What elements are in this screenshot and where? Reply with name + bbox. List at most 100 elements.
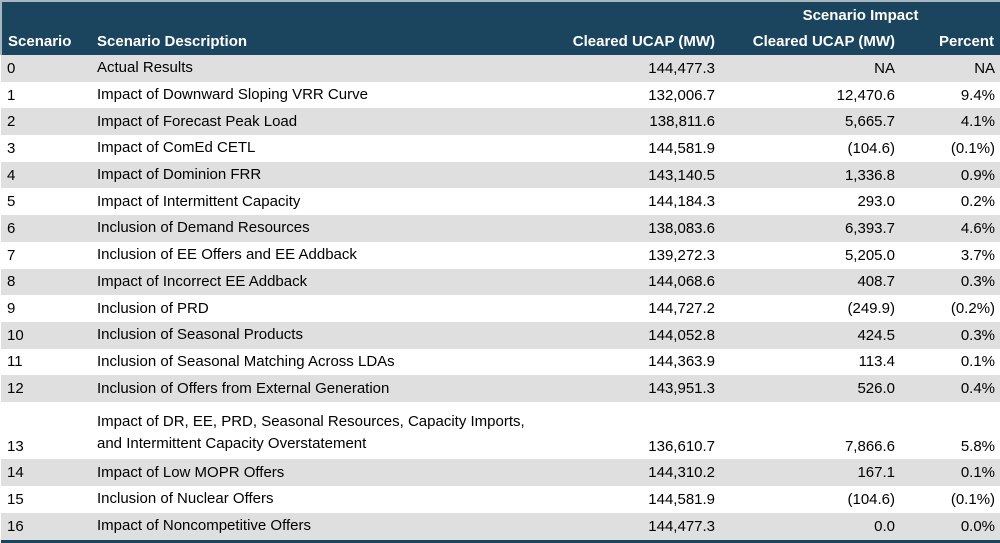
table-row: 6 Inclusion of Demand Resources 138,083.… [1,215,1000,242]
cleared-ucap-value: 139,272.3 [531,241,722,269]
impact-ucap-value: 526.0 [721,375,902,402]
impact-ucap-value: 5,205.0 [721,241,902,269]
scenario-description: Impact of Incorrect EE Addback [91,268,531,296]
table-row: 12 Inclusion of Offers from External Gen… [1,375,1000,402]
impact-ucap-value: NA [721,55,902,82]
impact-percent-value: (0.1%) [901,486,1000,513]
scenario-number: 12 [1,375,91,402]
table-row: 15 Inclusion of Nuclear Offers 144,581.9… [1,486,1000,513]
cleared-ucap-value: 143,140.5 [531,161,722,189]
impact-percent-value: 0.9% [901,161,1000,189]
scenario-number: 0 [1,55,91,82]
scenario-description: Inclusion of Demand Resources [91,215,531,242]
cleared-ucap-value: 144,363.9 [531,348,722,376]
scenario-description: Inclusion of EE Offers and EE Addback [91,241,531,269]
impact-ucap-value: 424.5 [721,321,902,349]
impact-ucap-value: (249.9) [721,295,902,322]
cleared-ucap-value: 144,052.8 [531,321,722,349]
table-row: 3 Impact of ComEd CETL 144,581.9 (104.6)… [1,135,1000,162]
impact-ucap-value: 12,470.6 [721,81,902,109]
cleared-ucap-value: 144,581.9 [531,486,722,513]
table-row: 11 Inclusion of Seasonal Matching Across… [1,348,1000,376]
scenario-number: 5 [1,188,91,216]
impact-percent-value: (0.1%) [901,135,1000,162]
impact-percent-value: NA [901,55,1000,82]
table-row: 4 Impact of Dominion FRR 143,140.5 1,336… [1,161,1000,189]
scenario-number: 6 [1,215,91,242]
scenario-description: Impact of Dominion FRR [91,161,531,189]
cleared-ucap-value: 136,610.7 [531,401,722,460]
table-body: 0 Actual Results 144,477.3 NA NA 1 Impac… [1,55,1000,541]
scenario-description: Inclusion of Nuclear Offers [91,486,531,513]
table-row: 7 Inclusion of EE Offers and EE Addback … [1,241,1000,269]
impact-ucap-value: 5,665.7 [721,108,902,136]
table-row: 8 Impact of Incorrect EE Addback 144,068… [1,268,1000,296]
impact-percent-value: 3.7% [901,241,1000,269]
cleared-ucap-value: 143,951.3 [531,375,722,402]
scenario-number: 14 [1,459,91,487]
header-spacer [0,1,722,28]
cleared-ucap-value: 144,581.9 [531,135,722,162]
scenario-description: Impact of Downward Sloping VRR Curve [91,81,531,109]
impact-percent-value: 0.0% [901,512,1000,541]
impact-percent-value: 0.3% [901,321,1000,349]
cleared-ucap-value: 138,083.6 [531,215,722,242]
cleared-ucap-value: 144,310.2 [531,459,722,487]
table-row: 13 Impact of DR, EE, PRD, Seasonal Resou… [1,401,1000,460]
cleared-ucap-value: 138,811.6 [531,108,722,136]
impact-ucap-value: (104.6) [721,135,902,162]
scenario-description: Impact of Forecast Peak Load [91,108,531,136]
column-header-scenario: Scenario [0,28,91,55]
scenario-number: 15 [1,486,91,513]
table-row: 16 Impact of Noncompetitive Offers 144,4… [1,512,1000,541]
scenario-description: Impact of Intermittent Capacity [91,188,531,216]
impact-ucap-value: 167.1 [721,459,902,487]
impact-ucap-value: 1,336.8 [721,161,902,189]
scenario-number: 13 [1,401,91,460]
scenario-number: 8 [1,268,91,296]
table-row: 5 Impact of Intermittent Capacity 144,18… [1,188,1000,216]
scenario-description: Impact of Low MOPR Offers [91,459,531,487]
table-row: 14 Impact of Low MOPR Offers 144,310.2 1… [1,459,1000,487]
impact-ucap-value: 293.0 [721,188,902,216]
scenario-number: 9 [1,295,91,322]
impact-percent-value: 4.1% [901,108,1000,136]
impact-percent-value: 5.8% [901,401,1000,460]
impact-ucap-value: 0.0 [721,512,902,541]
scenario-number: 16 [1,512,91,541]
impact-ucap-value: (104.6) [721,486,902,513]
column-header-percent: Percent [901,28,1000,55]
header-group-scenario-impact: Scenario Impact [721,1,1000,28]
column-header-impact-cleared-ucap: Cleared UCAP (MW) [721,28,902,55]
impact-ucap-value: 6,393.7 [721,215,902,242]
scenario-description: Inclusion of Seasonal Products [91,321,531,349]
cleared-ucap-value: 144,727.2 [531,295,722,322]
scenario-number: 11 [1,348,91,376]
scenario-description: Impact of ComEd CETL [91,135,531,162]
scenario-description: Inclusion of PRD [91,295,531,322]
scenario-description: Inclusion of Seasonal Matching Across LD… [91,348,531,376]
impact-percent-value: 0.1% [901,348,1000,376]
impact-percent-value: 0.1% [901,459,1000,487]
table-row: 10 Inclusion of Seasonal Products 144,05… [1,321,1000,349]
impact-percent-value: 9.4% [901,81,1000,109]
cleared-ucap-value: 144,184.3 [531,188,722,216]
scenario-number: 1 [1,81,91,109]
impact-ucap-value: 7,866.6 [721,401,902,460]
table-row: 2 Impact of Forecast Peak Load 138,811.6… [1,108,1000,136]
scenario-description: Actual Results [91,55,531,82]
impact-percent-value: 0.4% [901,375,1000,402]
table-row: 1 Impact of Downward Sloping VRR Curve 1… [1,81,1000,109]
scenario-number: 3 [1,135,91,162]
scenario-number: 7 [1,241,91,269]
column-header-cleared-ucap: Cleared UCAP (MW) [531,28,722,55]
column-header-scenario-description: Scenario Description [91,28,531,55]
header-group-row: Scenario Impact [0,1,1000,28]
scenario-description: Inclusion of Offers from External Genera… [91,375,531,402]
table-row: 9 Inclusion of PRD 144,727.2 (249.9) (0.… [1,295,1000,322]
header-columns-row: Scenario Scenario Description Cleared UC… [0,28,1000,55]
impact-ucap-value: 408.7 [721,268,902,296]
scenario-description: Impact of DR, EE, PRD, Seasonal Resource… [91,401,531,460]
cleared-ucap-value: 132,006.7 [531,81,722,109]
